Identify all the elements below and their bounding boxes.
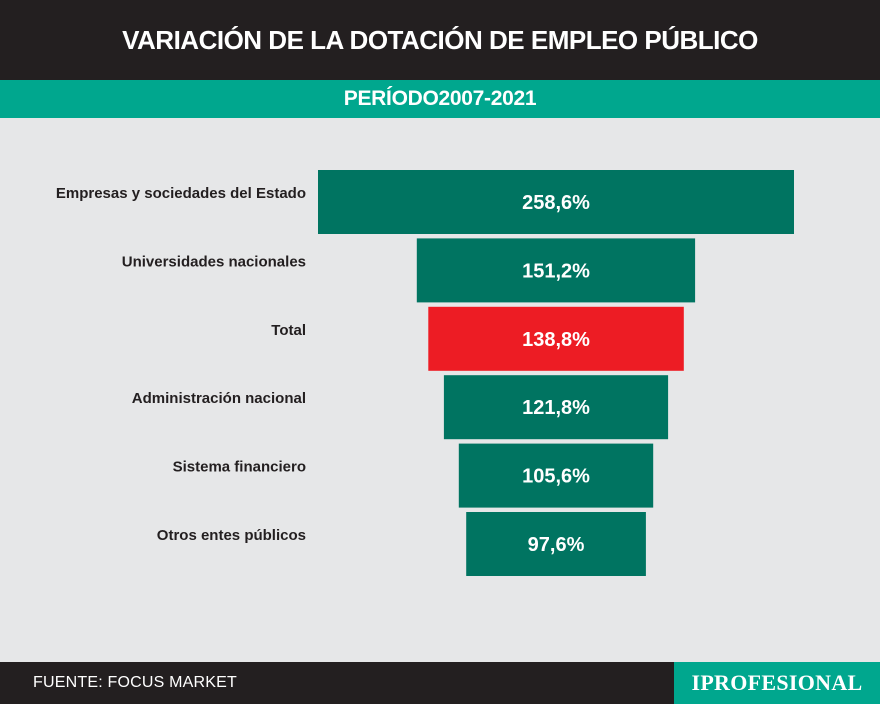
category-label: Empresas y sociedades del Estado [56, 185, 306, 202]
category-label: Universidades nacionales [122, 253, 306, 270]
bar-0 [318, 170, 794, 234]
bar-value-label: 151,2% [522, 260, 590, 282]
bar-4 [458, 443, 654, 508]
bar-value-label: 105,6% [522, 466, 590, 488]
source-label: FUENTE: FOCUS MARKET [33, 674, 238, 691]
category-label: Sistema financiero [173, 459, 306, 476]
bar-1 [416, 238, 696, 303]
category-label: Total [271, 322, 306, 339]
category-label: Otros entes públicos [157, 527, 306, 544]
bar-3 [443, 375, 669, 440]
bar-2 [428, 306, 684, 371]
bar-value-label: 121,8% [522, 397, 590, 419]
bar-value-label: 138,8% [522, 329, 590, 351]
bar-value-label: 97,6% [528, 534, 585, 556]
chart-header: VARIACIÓN DE LA DOTACIÓN DE EMPLEO PÚBLI… [0, 0, 880, 80]
funnel-bar-chart: 258,6% Empresas y sociedades del Estado 15… [56, 170, 794, 576]
bar-5 [466, 512, 646, 576]
brand-logo: IPROFESIONAL [674, 662, 880, 704]
bar-value-label: 258,6% [522, 192, 590, 214]
period-label: PERÍODO2007-2021 [343, 87, 537, 110]
category-label: Administración nacional [132, 390, 306, 407]
footer-bar: FUENTE: FOCUS MARKET IPROFESIONAL [0, 662, 880, 704]
period-banner: PERÍODO2007-2021 [0, 80, 880, 118]
chart-title: VARIACIÓN DE LA DOTACIÓN DE EMPLEO PÚBLI… [122, 24, 758, 55]
